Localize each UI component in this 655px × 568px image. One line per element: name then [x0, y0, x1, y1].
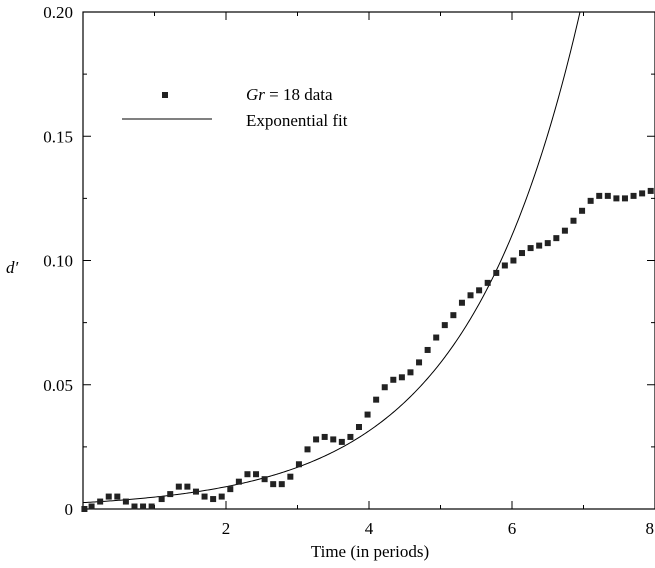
x-tick-label: 4: [365, 519, 374, 538]
y-axis-tick-labels: 0 0.05 0.10 0.15 0.20: [43, 3, 73, 519]
data-point: [639, 190, 646, 197]
data-point: [476, 287, 483, 294]
data-point: [596, 192, 603, 199]
x-axis-tick-labels: 2 4 6 8: [222, 519, 654, 538]
data-point: [364, 411, 371, 418]
data-point: [493, 269, 500, 276]
data-point: [88, 503, 95, 510]
y-tick-label: 0: [65, 500, 74, 519]
data-point: [587, 197, 594, 204]
data-point: [235, 478, 242, 485]
legend: Gr = 18 data Exponential fit: [122, 85, 348, 130]
data-point: [390, 376, 397, 383]
data-point: [355, 424, 362, 430]
x-tick-label: 2: [222, 519, 231, 538]
data-point: [167, 491, 174, 498]
x-axis-ticks: [154, 12, 655, 509]
data-point: [450, 312, 457, 319]
data-point: [510, 257, 517, 264]
data-point: [621, 195, 628, 202]
data-point: [570, 217, 577, 224]
data-point: [381, 384, 388, 391]
data-point: [210, 496, 217, 503]
data-point: [313, 436, 320, 443]
data-point: [295, 461, 302, 468]
data-point: [613, 195, 620, 202]
data-point: [175, 483, 182, 490]
legend-data-marker: [162, 92, 168, 98]
data-point: [140, 503, 147, 510]
data-point: [270, 481, 277, 488]
data-point: [287, 473, 294, 480]
data-point: [192, 488, 199, 495]
data-point: [338, 438, 345, 445]
data-point: [244, 471, 251, 478]
data-point: [122, 498, 129, 505]
data-point: [519, 250, 526, 257]
data-point: [218, 493, 225, 500]
data-point: [278, 481, 285, 488]
data-point: [373, 396, 380, 403]
data-point: [604, 192, 611, 199]
data-point: [184, 483, 191, 490]
data-point: [131, 503, 138, 510]
data-point: [148, 503, 155, 510]
data-point: [544, 240, 551, 247]
data-point: [416, 359, 423, 366]
x-axis-title: Time (in periods): [311, 542, 429, 561]
data-point: [407, 369, 414, 376]
data-point: [433, 334, 440, 341]
data-point: [647, 187, 654, 194]
data-point: [105, 493, 112, 500]
y-axis-ticks: [83, 11, 655, 510]
data-point: [81, 506, 88, 512]
data-point: [441, 322, 448, 329]
data-point: [97, 498, 104, 505]
legend-data-label: Gr = 18 data: [246, 85, 333, 104]
data-point: [579, 207, 586, 214]
x-tick-label: 8: [646, 519, 655, 538]
data-point: [630, 192, 637, 199]
data-point: [321, 433, 328, 440]
data-point: [561, 227, 568, 234]
data-point: [553, 235, 560, 242]
legend-fit-label: Exponential fit: [246, 111, 348, 130]
y-tick-label: 0.20: [43, 3, 73, 22]
data-point: [330, 436, 337, 443]
data-point: [253, 471, 260, 478]
data-point: [484, 279, 491, 286]
x-tick-label: 6: [508, 519, 517, 538]
data-points: [81, 187, 654, 512]
data-point: [227, 486, 234, 493]
data-point: [201, 493, 208, 500]
plot-frame: [82, 11, 655, 510]
data-point: [261, 476, 268, 483]
y-tick-label: 0.10: [43, 252, 73, 271]
data-point: [536, 242, 543, 249]
data-point: [424, 346, 431, 353]
y-tick-label: 0.05: [43, 376, 73, 395]
y-axis-title: d′: [6, 258, 19, 277]
data-point: [501, 262, 508, 269]
data-point: [467, 292, 474, 299]
exponential-fit-line: [82, 11, 581, 504]
data-point: [527, 245, 534, 252]
data-point: [114, 493, 121, 500]
data-point: [158, 496, 165, 503]
y-tick-label: 0.15: [43, 127, 73, 146]
data-point: [304, 446, 311, 453]
data-point: [398, 374, 405, 381]
data-point: [458, 299, 465, 306]
data-point: [347, 433, 354, 440]
